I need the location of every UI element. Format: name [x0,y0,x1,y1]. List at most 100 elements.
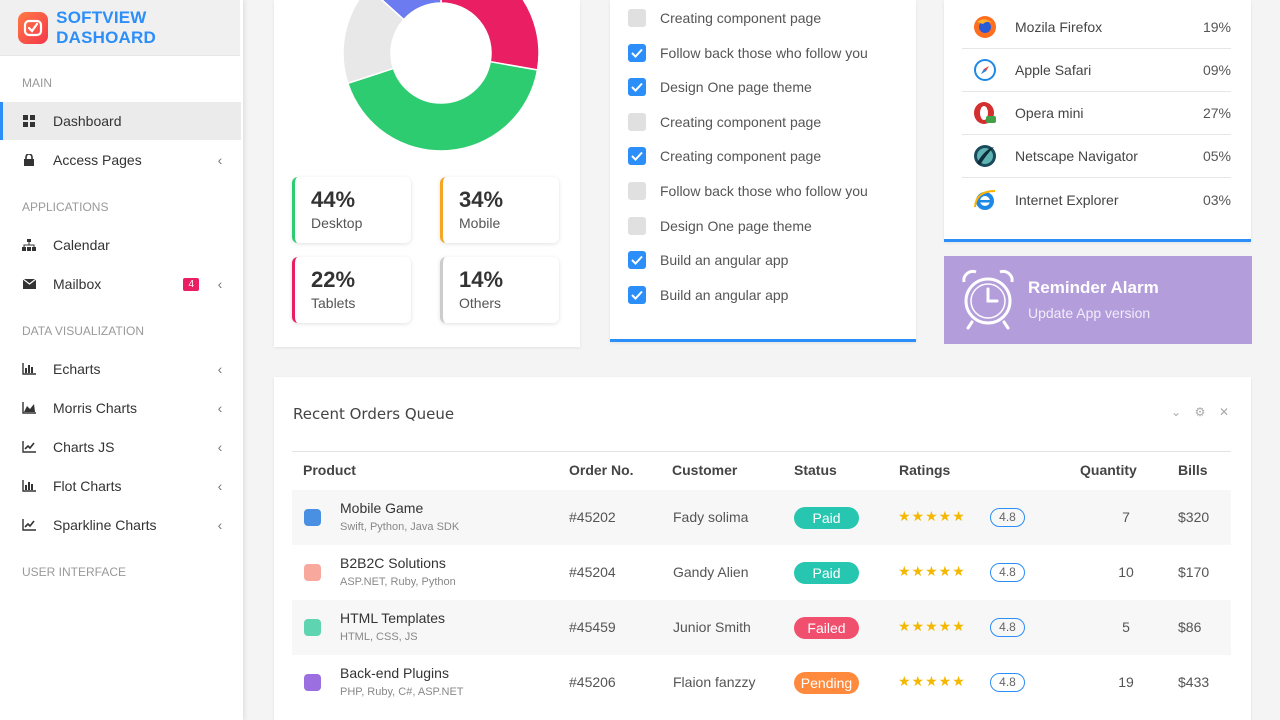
brand-header[interactable]: SOFTVIEW DASHOARD [0,0,240,56]
chevron-left-icon: ‹ [217,439,223,455]
sidebar-item-access-pages[interactable]: Access Pages ‹ [0,141,241,179]
order-number: #45202 [569,509,616,525]
sidebar-item-mailbox[interactable]: Mailbox 4 ‹ [0,265,241,303]
grid-icon [22,114,36,128]
table-row[interactable]: HTML Templates HTML, CSS, JS #45459 Junior … [292,600,1231,655]
checkbox-checked-icon[interactable] [628,78,646,97]
donut-slice-mobile[interactable] [440,0,540,71]
bill-amount: $320 [1178,509,1210,525]
browser-row: Mozila Firefox 19% [962,6,1231,49]
product-tech: PHP, Ruby, C#, ASP.NET [340,686,464,698]
card-toolbar: ⌄ ⚙ ✕ [1169,405,1231,419]
browser-percent: 03% [1202,191,1231,208]
brand-logo-icon [18,11,49,44]
todo-item[interactable]: Follow back those who follow you [628,180,868,202]
bar-chart-icon [22,479,36,493]
table-row[interactable]: Back-end Plugins PHP, Ruby, C#, ASP.NET #4… [292,655,1231,710]
stat-label: Desktop [311,215,363,231]
checkbox-unchecked-icon[interactable] [628,182,646,200]
sidebar: SOFTVIEW DASHOARD MAIN Dashboard Access … [0,0,243,720]
sidebar-item-flot-charts[interactable]: Flot Charts ‹ [0,467,241,505]
close-icon[interactable]: ✕ [1218,405,1230,419]
status-badge: Failed [794,617,859,639]
star-rating-icon: ★★★★★ [898,508,966,524]
header-ratings: Ratings [899,462,951,478]
stat-value: 22% [311,267,356,292]
envelope-icon [22,277,36,291]
todo-text: Follow back those who follow you [660,183,868,199]
todo-item[interactable]: Creating component page [628,7,821,29]
todo-item[interactable]: Design One page theme [628,215,812,237]
line-chart-icon [22,518,36,532]
sidebar-item-label: Morris Charts [53,400,138,416]
todo-text: Creating component page [660,113,822,130]
stat-value: 14% [459,267,504,292]
checkbox-checked-icon[interactable] [628,251,646,270]
checkbox-checked-icon[interactable] [628,43,646,62]
reminder-alarm-card[interactable]: Reminder Alarm Update App version [944,256,1252,344]
star-rating-icon: ★★★★★ [898,673,966,689]
todo-item[interactable]: Design One page theme [628,76,812,98]
status-badge: Paid [794,562,859,584]
lock-icon [22,153,36,167]
chevron-down-icon[interactable]: ⌄ [1170,405,1182,419]
rating-badge: 4.8 [990,618,1025,637]
table-row[interactable]: Mobile Game Swift, Python, Java SDK #45202… [292,490,1231,545]
sidebar-item-sparkline-charts[interactable]: Sparkline Charts ‹ [0,506,241,544]
checkbox-checked-icon[interactable] [628,147,646,166]
todo-text: Design One page theme [660,217,812,234]
quantity: 19 [1118,674,1134,690]
customer-name: Junior Smith [673,619,751,635]
browser-name: Mozila Firefox [1015,19,1103,35]
product-color-icon [304,564,321,581]
order-number: #45459 [569,619,616,635]
todo-item[interactable]: Creating component page [628,145,821,167]
todo-text: Design One page theme [660,79,812,96]
product-name: HTML Templates [340,610,446,626]
bill-amount: $433 [1178,674,1210,690]
sidebar-item-label: Sparkline Charts [53,517,157,533]
safari-icon [974,59,996,81]
table-row[interactable]: B2B2C Solutions ASP.NET, Ruby, Python #452… [292,545,1231,600]
header-customer: Customer [672,462,738,478]
checkbox-unchecked-icon[interactable] [628,9,646,27]
section-data-visualization: DATA VISUALIZATION [22,324,145,338]
gear-icon[interactable]: ⚙ [1194,405,1206,419]
browser-row: Apple Safari 09% [962,49,1231,92]
status-badge: Pending [794,672,859,694]
rating-badge: 4.8 [990,508,1025,527]
sidebar-item-label: Charts JS [53,439,115,455]
donut-slice-others[interactable] [342,0,405,85]
sitemap-icon [22,238,36,252]
sidebar-item-dashboard[interactable]: Dashboard [0,102,241,140]
order-number: #45206 [569,674,616,690]
browser-name: Internet Explorer [1015,191,1119,208]
stat-desktop: 44% Desktop [292,177,411,243]
browser-name: Apple Safari [1015,62,1092,78]
todo-item[interactable]: Build an angular app [628,249,788,271]
todo-list-card: Creating component page Follow back those… [610,0,916,342]
product-color-icon [304,674,321,691]
sidebar-item-charts-js[interactable]: Charts JS ‹ [0,428,241,466]
todo-item[interactable]: Creating component page [628,111,821,133]
brand-name: SOFTVIEW DASHOARD [56,7,156,47]
todo-item[interactable]: Build an angular app [628,284,788,306]
checkbox-unchecked-icon[interactable] [628,216,646,235]
quantity: 5 [1122,619,1130,635]
header-status: Status [794,462,837,478]
browser-stats-card: Mozila Firefox 19% Apple Safari 09% Oper… [944,0,1251,242]
checkbox-checked-icon[interactable] [628,285,646,304]
star-rating-icon: ★★★★★ [898,563,966,579]
header-bills: Bills [1178,462,1208,478]
recent-orders-card: Recent Orders Queue ⌄ ⚙ ✕ Product Order … [274,377,1251,720]
order-number: #45204 [569,564,616,580]
sidebar-item-calendar[interactable]: Calendar [0,226,241,264]
sidebar-item-morris-charts[interactable]: Morris Charts ‹ [0,389,241,427]
donut-slice-desktop[interactable] [346,60,539,152]
checkbox-unchecked-icon[interactable] [628,112,646,131]
todo-item[interactable]: Follow back those who follow you [628,42,868,64]
bill-amount: $86 [1178,619,1202,635]
todo-text: Build an angular app [660,252,789,269]
donut-slice-tablets[interactable] [368,0,442,21]
sidebar-item-echarts[interactable]: Echarts ‹ [0,350,241,388]
